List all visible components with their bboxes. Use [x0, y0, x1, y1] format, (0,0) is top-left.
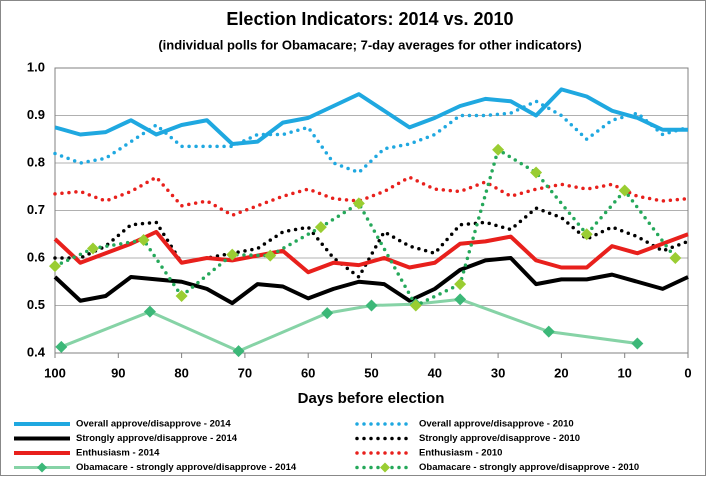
marker	[542, 325, 555, 338]
marker	[55, 340, 68, 353]
x-tick-label: 60	[301, 365, 315, 380]
chart-subtitle: (individual polls for Obamacare; 7-day a…	[158, 37, 581, 52]
marker	[321, 307, 334, 320]
marker	[454, 293, 467, 306]
legend-label: Strongly approve/disapprove - 2014	[76, 433, 238, 444]
legend-label: Enthusiasm - 2010	[419, 448, 502, 459]
marker	[365, 299, 378, 312]
marker	[454, 278, 467, 291]
marker	[580, 228, 593, 241]
series-line	[53, 175, 690, 218]
y-tick-label: 1.0	[27, 59, 45, 74]
x-axis-title: Days before election	[298, 390, 445, 407]
y-tick-label: 0.7	[27, 202, 45, 217]
legend-label: Strongly approve/disapprove - 2010	[419, 433, 580, 444]
series-line	[53, 147, 678, 308]
marker	[409, 299, 422, 312]
x-tick-label: 100	[44, 365, 66, 380]
marker	[232, 345, 245, 358]
marker	[669, 252, 682, 264]
marker	[264, 249, 277, 262]
legend-label: Overall approve/disapprove - 2010	[419, 419, 574, 430]
legend-marker	[380, 462, 390, 473]
y-tick-label: 0.4	[27, 344, 46, 359]
y-tick-label: 0.6	[27, 249, 45, 264]
series-line	[54, 87, 688, 146]
marker	[175, 290, 188, 302]
x-tick-label: 0	[684, 365, 691, 380]
legend-marker	[37, 462, 47, 473]
y-tick-label: 0.8	[27, 154, 45, 169]
x-tick-label: 40	[428, 365, 442, 380]
x-tick-label: 90	[111, 365, 125, 380]
x-tick-label: 80	[174, 365, 188, 380]
x-tick-label: 20	[554, 365, 568, 380]
marker	[492, 143, 505, 156]
legend-label: Obamacare - strongly approve/disapprove …	[76, 462, 297, 473]
x-tick-label: 50	[364, 365, 378, 380]
x-tick-label: 10	[617, 365, 631, 380]
y-tick-label: 0.9	[27, 107, 45, 122]
series-line	[53, 256, 689, 306]
x-tick-label: 30	[491, 365, 505, 380]
x-tick-label: 70	[238, 365, 252, 380]
marker	[314, 221, 327, 234]
marker	[86, 242, 99, 255]
marker	[618, 184, 631, 197]
series-line	[53, 206, 690, 280]
marker	[631, 337, 644, 350]
y-tick-label: 0.5	[27, 297, 45, 312]
series-line	[53, 99, 690, 175]
legend-label: Overall approve/disapprove - 2014	[76, 419, 231, 430]
series-line	[53, 229, 689, 275]
chart-title: Election Indicators: 2014 vs. 2010	[226, 9, 513, 29]
legend-label: Enthusiasm - 2014	[76, 448, 160, 459]
marker	[143, 305, 156, 318]
marker	[226, 248, 239, 261]
marker	[137, 233, 150, 246]
marker	[49, 260, 61, 273]
legend-label: Obamacare - strongly approve/disapprove …	[419, 462, 639, 473]
marker	[530, 166, 543, 179]
marker	[352, 197, 365, 210]
